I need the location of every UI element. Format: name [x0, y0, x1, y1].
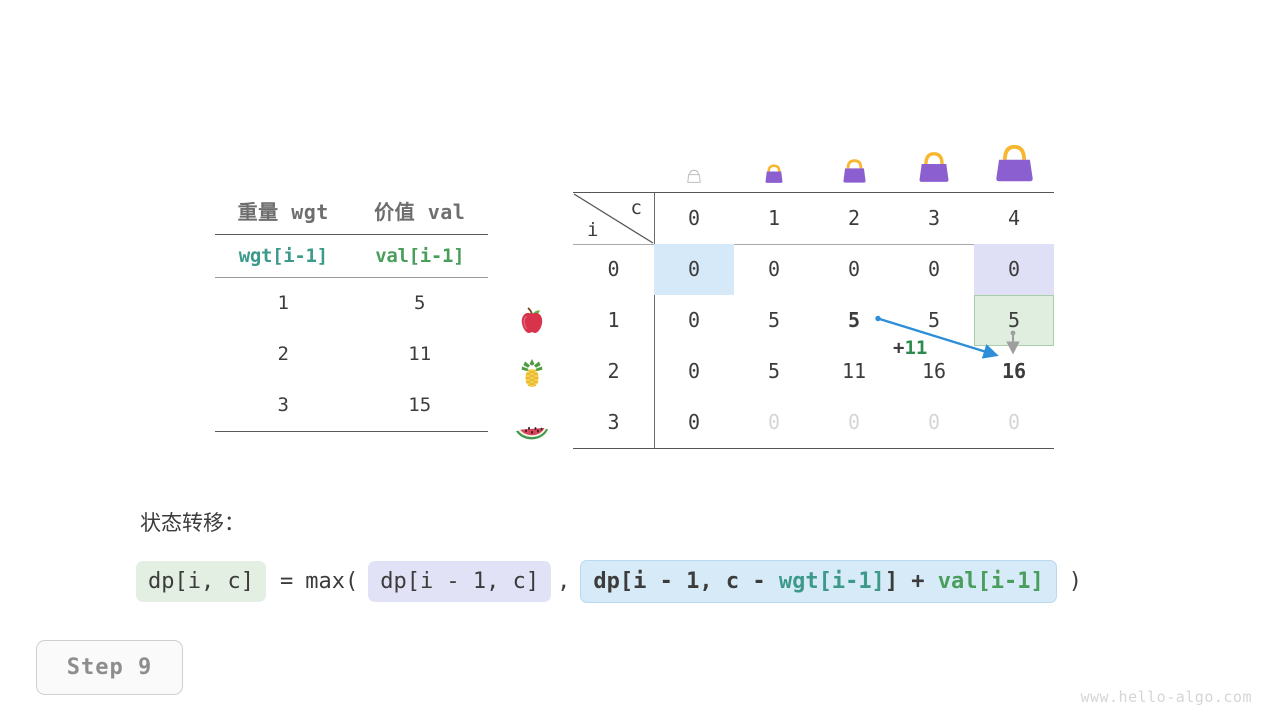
bag-icon-c4 — [974, 122, 1054, 186]
dp-rule-top — [573, 192, 1054, 193]
dp-cell-2-4: 16 — [1001, 359, 1027, 383]
formula-take-mid: ] + — [884, 569, 938, 594]
dp-row-0: 0 0 0 0 0 0 — [573, 244, 1054, 295]
dp-cell-3-2: 0 — [847, 410, 861, 434]
items-row-2: 2 11 — [215, 329, 488, 380]
dp-cell-1-4: 5 — [1007, 308, 1021, 332]
dp-row-header-0: 0 — [607, 257, 620, 281]
dp-cell-1-0: 0 — [687, 308, 701, 332]
dp-row-2: 2 0 5 11 16 16 — [573, 346, 1054, 397]
transition-formula: dp[i, c] = max( dp[i - 1, c] , dp[i - 1,… — [136, 560, 1088, 603]
items-subheader-val: val[i-1] — [375, 245, 465, 267]
pineapple-icon — [508, 347, 556, 398]
step-badge: Step 9 — [36, 640, 183, 695]
dp-cell-0-4: 0 — [1007, 257, 1021, 281]
dp-corner-row-label: i — [587, 219, 599, 241]
dp-header-row: c i 0 1 2 3 4 — [573, 193, 1054, 244]
dp-row-1: 1 0 5 5 5 5 — [573, 295, 1054, 346]
dp-cell-1-2: 5 — [847, 308, 861, 332]
dp-rule-under-header — [573, 244, 1054, 245]
formula-option-take: dp[i - 1, c - wgt[i-1]] + val[i-1] — [580, 560, 1057, 603]
skip-cell-highlight — [974, 244, 1054, 295]
dp-cell-3-1: 0 — [767, 410, 781, 434]
watermelon-icon — [508, 398, 556, 449]
dp-cell-2-2: 11 — [841, 359, 867, 383]
fruit-icon-column — [508, 296, 556, 449]
dp-rule-bottom — [573, 448, 1054, 449]
formula-option-skip: dp[i - 1, c] — [368, 561, 552, 602]
formula-close-paren: ) — [1068, 569, 1083, 594]
dp-cell-2-3: 16 — [921, 359, 947, 383]
items-subheader-row: wgt[i-1] val[i-1] — [215, 235, 488, 277]
formula-equals: = — [279, 569, 294, 594]
dp-cell-0-0: 0 — [687, 257, 701, 281]
dp-corner-cell: c i — [573, 193, 654, 244]
formula-take-val: val[i-1] — [937, 569, 1044, 594]
dp-vertical-divider — [654, 193, 655, 448]
dp-cell-2-0: 0 — [687, 359, 701, 383]
dp-corner-col-label: c — [630, 197, 642, 219]
dp-grid: c i 0 1 2 3 4 0 0 0 0 0 0 1 — [573, 192, 1054, 449]
dp-col-header-3: 3 — [927, 206, 941, 230]
dp-cell-1-1: 5 — [767, 308, 781, 332]
dp-table: c i 0 1 2 3 4 0 0 0 0 0 0 1 — [573, 192, 1054, 449]
dp-cell-0-1: 0 — [767, 257, 781, 281]
bag-spacer — [573, 122, 654, 186]
bag-icon-c2 — [814, 122, 894, 186]
capacity-bag-row — [573, 122, 1054, 186]
items-table: 重量 wgt 价值 val wgt[i-1] val[i-1] 1 5 2 11… — [215, 190, 488, 432]
dp-cell-3-0: 0 — [687, 410, 701, 434]
items-header-val: 价值 val — [374, 200, 466, 224]
items-row-2-val: 11 — [408, 343, 432, 365]
formula-take-wgt: wgt[i-1] — [778, 569, 885, 594]
dp-col-header-0: 0 — [687, 206, 701, 230]
apple-icon — [508, 296, 556, 347]
dp-cell-3-3: 0 — [927, 410, 941, 434]
items-row-3-val: 15 — [408, 394, 432, 416]
gain-annotation: +11 — [893, 337, 927, 359]
formula-max-open: max( — [305, 569, 359, 594]
dp-cell-3-4: 0 — [1007, 410, 1021, 434]
transition-heading: 状态转移： — [140, 511, 245, 535]
bag-icon-c0 — [654, 122, 734, 186]
items-row-1-wgt: 1 — [277, 292, 289, 314]
formula-target: dp[i, c] — [136, 561, 266, 602]
items-row-1: 1 5 — [215, 278, 488, 329]
items-row-3: 3 15 — [215, 380, 488, 431]
items-row-1-val: 5 — [414, 292, 426, 314]
items-rule-top — [215, 234, 488, 235]
dp-col-header-2: 2 — [847, 206, 861, 230]
items-row-3-wgt: 3 — [277, 394, 289, 416]
items-rule-bottom — [215, 431, 488, 432]
dp-row-header-2: 2 — [607, 359, 620, 383]
dp-col-header-4: 4 — [1007, 206, 1021, 230]
items-row-2-wgt: 2 — [277, 343, 289, 365]
dp-cell-0-3: 0 — [927, 257, 941, 281]
formula-take-prefix: dp[i - 1, c - — [593, 569, 779, 594]
source-cell-highlight — [654, 244, 734, 295]
dp-row-header-3: 3 — [607, 410, 620, 434]
dp-row-header-1: 1 — [607, 308, 620, 332]
watermark: www.hello-algo.com — [1080, 688, 1252, 706]
bag-icon-c3 — [894, 122, 974, 186]
dp-row-3: 3 0 0 0 0 0 — [573, 397, 1054, 448]
items-header-wgt: 重量 wgt — [237, 200, 329, 224]
dp-col-header-1: 1 — [767, 206, 781, 230]
dp-cell-2-1: 5 — [767, 359, 781, 383]
dp-cell-0-2: 0 — [847, 257, 861, 281]
gain-amount: 11 — [904, 337, 928, 359]
gain-plus-sign: + — [893, 337, 905, 359]
items-subheader-wgt: wgt[i-1] — [238, 245, 328, 267]
formula-comma: , — [557, 569, 571, 594]
items-rule-mid — [215, 277, 488, 278]
bag-icon-c1 — [734, 122, 814, 186]
items-table-header-row: 重量 wgt 价值 val — [215, 190, 488, 234]
